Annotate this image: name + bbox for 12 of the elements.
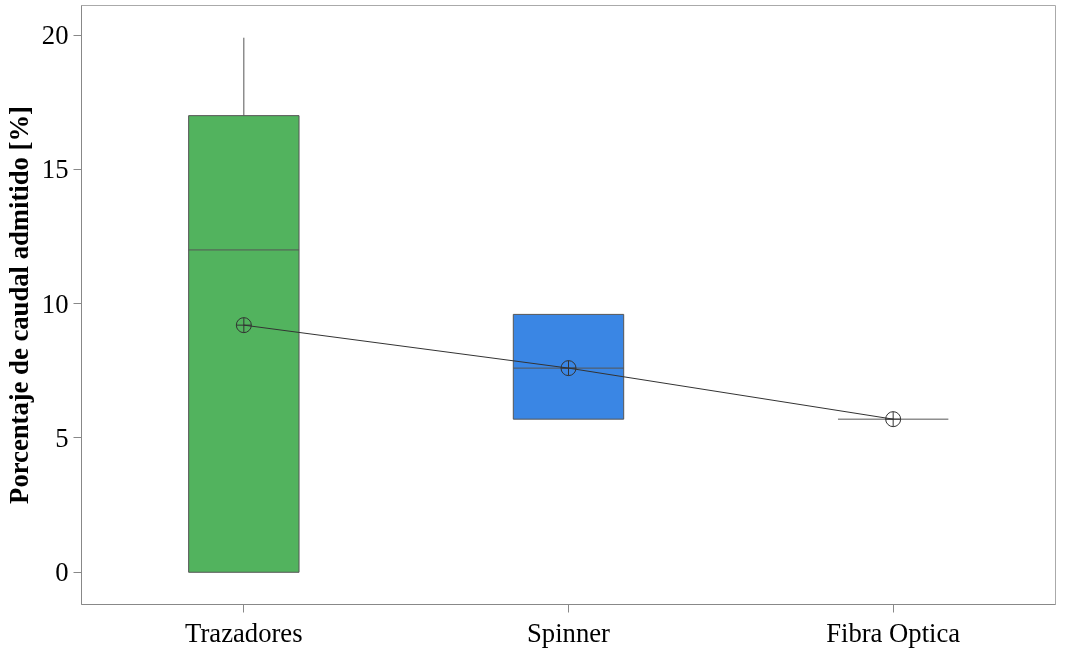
y-tick-label: 0 [55, 557, 69, 588]
y-axis-title: Porcentaje de caudal admitido [%] [3, 106, 34, 504]
x-tick-label: Fibra Optica [826, 617, 961, 648]
x-tick-label: Trazadores [185, 617, 303, 648]
y-tick-label: 15 [41, 154, 69, 185]
y-tick-label: 10 [41, 288, 69, 319]
point [235, 317, 252, 334]
point [885, 411, 902, 428]
y-tick-label: 20 [41, 20, 69, 51]
point [560, 360, 577, 377]
y-tick-label: 5 [55, 422, 69, 453]
x-tick-label: Spinner [527, 617, 611, 648]
